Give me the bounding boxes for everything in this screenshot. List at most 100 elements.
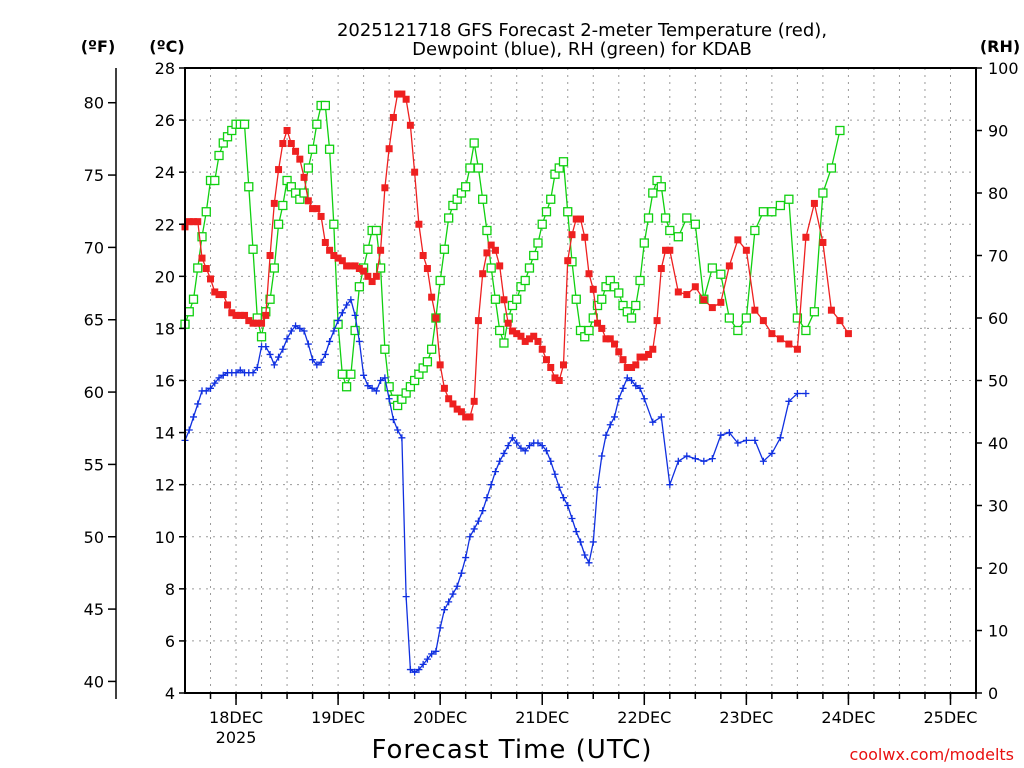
dewpoint-point	[708, 455, 716, 463]
dewpoint-point	[577, 538, 584, 546]
rh-point	[427, 344, 437, 354]
dewpoint-point	[262, 343, 270, 351]
temperature-point	[423, 265, 431, 273]
temperature-point	[525, 335, 533, 343]
rh-point	[541, 207, 552, 217]
temperature-point	[457, 408, 465, 416]
x-tick-label: 21DEC	[515, 708, 569, 727]
temperature-point	[326, 246, 334, 254]
rh-tick-label: 30	[988, 497, 1008, 516]
dewpoint-point	[270, 361, 278, 369]
temperature-point	[453, 405, 461, 413]
temperature-point	[330, 252, 338, 259]
dewpoint-point	[377, 377, 385, 384]
dewpoint-point	[742, 436, 750, 444]
temperature-point	[606, 335, 614, 343]
chart-title-line-2: Dewpoint (blue), RH (green) for KDAB	[412, 39, 752, 60]
temperature-point	[232, 311, 240, 319]
dewpoint-point	[462, 554, 470, 562]
temperature-point	[547, 363, 555, 371]
rh-tick-label: 0	[988, 684, 998, 703]
dewpoint-point	[372, 387, 380, 395]
dewpoint-point	[304, 340, 312, 348]
rh-point	[635, 275, 645, 286]
rh-point	[826, 163, 837, 173]
dewpoint-point	[640, 395, 648, 403]
rh-point	[614, 288, 624, 298]
dewpoint-point	[700, 457, 708, 465]
dewpoint-point	[491, 468, 499, 476]
dewpoint-point	[211, 379, 219, 387]
rh-point	[682, 213, 692, 223]
dewpoint-point	[300, 327, 308, 335]
temperature-point	[236, 311, 244, 319]
fahrenheit-tick-label: 50	[84, 528, 104, 547]
rh-point	[792, 313, 803, 323]
temperature-point	[351, 262, 359, 270]
dewpoint-point	[585, 559, 593, 567]
dewpoint-point	[534, 439, 542, 447]
temperature-point	[389, 113, 397, 121]
rh-point	[524, 263, 535, 273]
rh-point	[529, 250, 539, 261]
dewpoint-point	[466, 533, 474, 541]
dewpoint-point	[402, 593, 410, 601]
rh-point	[197, 232, 207, 242]
rh-point	[375, 263, 386, 273]
dewpoint-point	[479, 507, 487, 515]
dewpoint-point	[432, 647, 440, 655]
rh-point	[193, 263, 203, 273]
temperature-point	[483, 249, 491, 257]
rh-point	[320, 100, 330, 111]
temperature-point	[402, 95, 410, 103]
rh-point	[690, 219, 700, 229]
rh-point	[201, 207, 211, 217]
dewpoint-point	[504, 442, 512, 450]
temperature-point	[266, 252, 274, 259]
rh-point	[784, 194, 794, 204]
rh-point	[724, 313, 734, 323]
dewpoint-point	[793, 390, 801, 398]
temperature-point	[343, 262, 351, 270]
dewpoint-point	[594, 483, 602, 491]
rh-point	[278, 200, 288, 211]
temperature-point	[700, 296, 708, 304]
rh-point	[337, 369, 347, 379]
temperature-point	[185, 218, 193, 226]
temperature-point	[309, 205, 317, 213]
dewpoint-point	[317, 358, 325, 366]
x-tick-label: 24DEC	[821, 708, 875, 727]
rh-point	[350, 325, 360, 336]
rh-point	[380, 344, 390, 354]
dewpoint-point	[351, 311, 359, 319]
temperature-point	[759, 317, 767, 325]
celsius-tick-label: 24	[155, 163, 175, 182]
temperature-point	[844, 330, 852, 338]
temperature-point	[683, 291, 691, 299]
temperature-point	[551, 374, 559, 382]
celsius-tick-label: 8	[165, 580, 175, 599]
temperature-point	[538, 345, 546, 353]
temperature-point	[598, 324, 606, 332]
temperature-point	[381, 184, 389, 192]
temperature-point	[776, 335, 784, 343]
dewpoint-point	[636, 384, 644, 392]
fahrenheit-tick-label: 60	[84, 383, 104, 402]
temperature-point	[474, 317, 482, 325]
temperature-point	[802, 233, 810, 241]
dewpoint-point	[623, 374, 631, 382]
temperature-point	[653, 317, 661, 325]
dewpoint-point	[398, 434, 406, 442]
dewpoint-point	[606, 421, 614, 429]
temperature-point	[508, 327, 516, 335]
temperature-point	[419, 252, 427, 259]
rh-point	[210, 175, 220, 186]
dewpoint-point	[555, 483, 563, 491]
rh-point	[571, 294, 581, 304]
rh-point	[299, 188, 309, 198]
rh-point	[733, 325, 743, 336]
rh-tick-label: 10	[988, 622, 1008, 641]
temperature-point	[725, 262, 733, 270]
dewpoint-point	[568, 515, 576, 523]
